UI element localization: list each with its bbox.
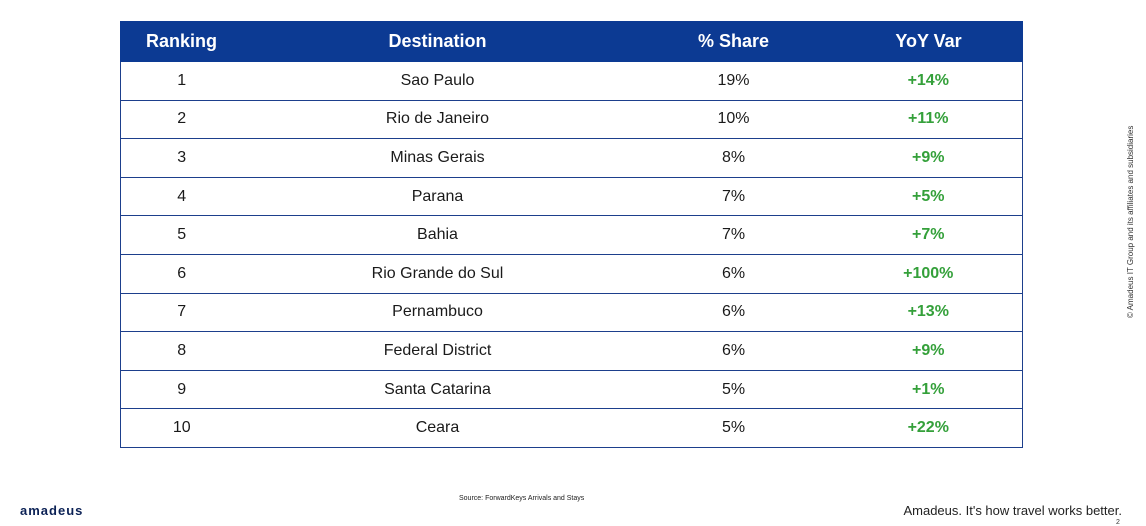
destination-cell: Rio de Janeiro <box>242 99 633 140</box>
ranking-table-container: Ranking Destination % Share YoY Var 1 Sa… <box>120 21 1023 448</box>
destination-ranking-table: Ranking Destination % Share YoY Var 1 Sa… <box>120 21 1023 448</box>
table-row: 10 Ceara 5% +22% <box>120 408 1023 448</box>
header-destination: Destination <box>242 21 633 62</box>
rank-cell: 4 <box>120 176 243 217</box>
share-cell: 7% <box>632 176 835 217</box>
yoy-cell: +9% <box>834 138 1023 178</box>
share-cell: 10% <box>632 99 835 140</box>
table-row: 2 Rio de Janeiro 10% +11% <box>120 99 1023 140</box>
destination-cell: Minas Gerais <box>242 138 633 178</box>
table-header: Ranking Destination % Share YoY Var <box>120 21 1023 62</box>
rank-cell: 5 <box>120 215 243 255</box>
destination-cell: Sao Paulo <box>242 61 633 101</box>
share-cell: 6% <box>632 292 835 333</box>
page-number: 2 <box>1116 519 1120 526</box>
destination-cell: Santa Catarina <box>242 369 633 410</box>
yoy-cell: +22% <box>834 408 1023 448</box>
rank-cell: 8 <box>120 331 243 371</box>
copyright-notice: © Amadeus IT Group and its affiliates an… <box>1126 125 1135 318</box>
destination-cell: Bahia <box>242 215 633 255</box>
rank-cell: 1 <box>120 61 243 101</box>
yoy-cell: +9% <box>834 331 1023 371</box>
tagline: Amadeus. It's how travel works better. <box>903 503 1122 518</box>
table-row: 8 Federal District 6% +9% <box>120 331 1023 371</box>
yoy-cell: +100% <box>834 253 1023 294</box>
table-row: 6 Rio Grande do Sul 6% +100% <box>120 253 1023 294</box>
yoy-cell: +7% <box>834 215 1023 255</box>
amadeus-logo: amadeus <box>20 503 84 518</box>
table-row: 4 Parana 7% +5% <box>120 176 1023 217</box>
share-cell: 6% <box>632 253 835 294</box>
rank-cell: 9 <box>120 369 243 410</box>
table-row: 9 Santa Catarina 5% +1% <box>120 369 1023 410</box>
destination-cell: Pernambuco <box>242 292 633 333</box>
yoy-cell: +1% <box>834 369 1023 410</box>
source-note: Source: ForwardKeys Arrivals and Stays <box>459 495 585 502</box>
share-cell: 6% <box>632 331 835 371</box>
table-body: 1 Sao Paulo 19% +14% 2 Rio de Janeiro 10… <box>120 61 1023 448</box>
destination-cell: Parana <box>242 176 633 217</box>
share-cell: 8% <box>632 138 835 178</box>
share-cell: 19% <box>632 61 835 101</box>
rank-cell: 3 <box>120 138 243 178</box>
yoy-cell: +11% <box>834 99 1023 140</box>
destination-cell: Federal District <box>242 331 633 371</box>
table-row: 1 Sao Paulo 19% +14% <box>120 61 1023 101</box>
table-row: 3 Minas Gerais 8% +9% <box>120 138 1023 178</box>
rank-cell: 2 <box>120 99 243 140</box>
destination-cell: Ceara <box>242 408 633 448</box>
table-row: 5 Bahia 7% +7% <box>120 215 1023 255</box>
table-row: 7 Pernambuco 6% +13% <box>120 292 1023 333</box>
share-cell: 7% <box>632 215 835 255</box>
header-yoy: YoY Var <box>834 21 1023 62</box>
rank-cell: 10 <box>120 408 243 448</box>
header-share: % Share <box>632 21 835 62</box>
share-cell: 5% <box>632 369 835 410</box>
header-row: Ranking Destination % Share YoY Var <box>120 21 1023 62</box>
header-ranking: Ranking <box>120 21 243 62</box>
rank-cell: 7 <box>120 292 243 333</box>
yoy-cell: +13% <box>834 292 1023 333</box>
yoy-cell: +14% <box>834 61 1023 101</box>
destination-cell: Rio Grande do Sul <box>242 253 633 294</box>
share-cell: 5% <box>632 408 835 448</box>
rank-cell: 6 <box>120 253 243 294</box>
yoy-cell: +5% <box>834 176 1023 217</box>
